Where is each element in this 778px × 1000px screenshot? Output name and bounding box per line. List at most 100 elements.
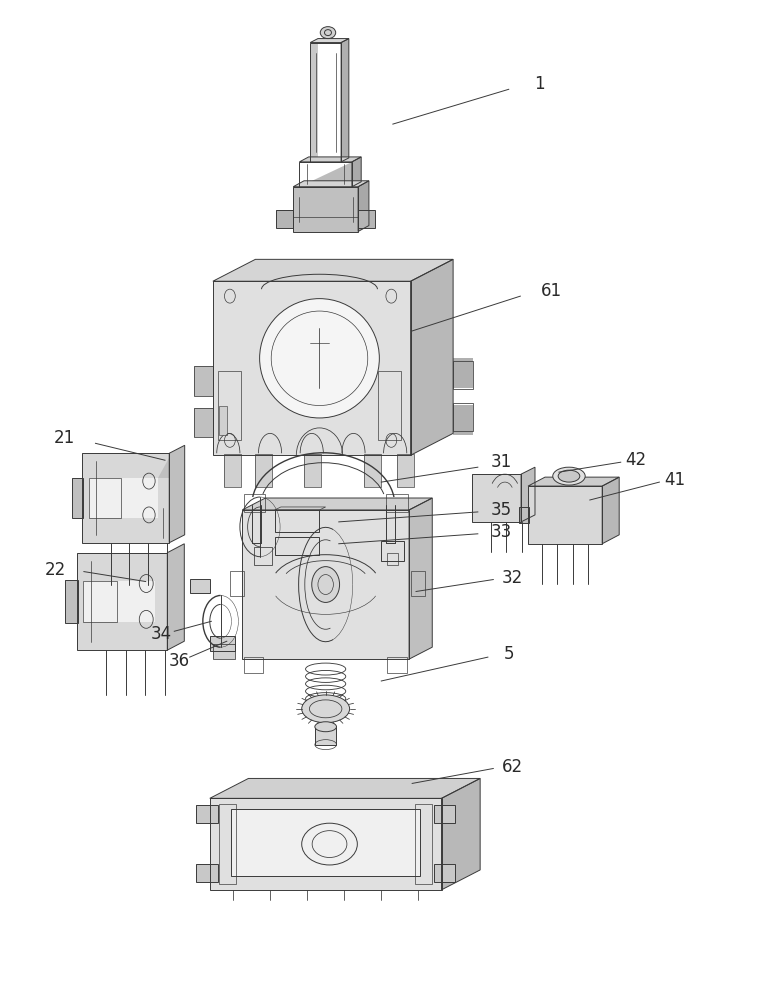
Polygon shape — [276, 210, 293, 228]
Bar — [453, 361, 473, 389]
Bar — [293, 187, 358, 232]
Polygon shape — [194, 408, 213, 437]
Polygon shape — [358, 210, 375, 228]
Bar — [194, 408, 213, 437]
Polygon shape — [300, 157, 361, 162]
Polygon shape — [472, 474, 521, 522]
Polygon shape — [242, 498, 433, 510]
Text: 33: 33 — [490, 523, 512, 541]
Bar — [72, 478, 83, 518]
Polygon shape — [196, 805, 218, 823]
Polygon shape — [409, 498, 433, 659]
Bar — [213, 644, 234, 659]
Bar — [225, 454, 241, 487]
Text: 5: 5 — [503, 645, 514, 663]
Bar — [230, 571, 244, 596]
Polygon shape — [72, 478, 82, 518]
Bar — [218, 371, 240, 440]
Polygon shape — [254, 549, 272, 565]
Bar — [210, 798, 442, 890]
Polygon shape — [358, 181, 369, 232]
Circle shape — [312, 567, 339, 602]
Bar — [219, 406, 226, 435]
Bar — [242, 510, 409, 659]
Text: 22: 22 — [44, 561, 66, 579]
Bar — [244, 494, 265, 512]
Polygon shape — [352, 157, 361, 187]
Polygon shape — [442, 778, 480, 890]
Polygon shape — [310, 39, 349, 162]
Polygon shape — [196, 864, 218, 882]
Bar — [386, 494, 408, 512]
Bar — [191, 579, 210, 593]
Text: 36: 36 — [168, 652, 190, 670]
Ellipse shape — [552, 467, 585, 485]
Bar — [254, 547, 272, 565]
Polygon shape — [210, 798, 442, 890]
Bar — [387, 657, 407, 673]
Polygon shape — [434, 805, 455, 823]
Bar — [275, 510, 320, 532]
Polygon shape — [275, 510, 320, 532]
Polygon shape — [434, 864, 455, 882]
Polygon shape — [213, 646, 234, 659]
Bar — [387, 553, 398, 565]
Polygon shape — [213, 281, 411, 455]
Bar — [519, 507, 529, 523]
Polygon shape — [300, 162, 352, 187]
Polygon shape — [528, 477, 619, 486]
Text: 21: 21 — [54, 429, 75, 447]
Bar — [411, 571, 425, 596]
Bar — [528, 486, 602, 544]
Text: 62: 62 — [502, 758, 523, 776]
Bar — [196, 864, 218, 882]
Text: 42: 42 — [626, 451, 647, 469]
Polygon shape — [453, 358, 473, 388]
Bar — [210, 636, 234, 651]
Text: 31: 31 — [490, 453, 512, 471]
Polygon shape — [65, 580, 77, 623]
Bar — [231, 809, 420, 876]
Bar — [381, 541, 405, 561]
Bar — [315, 726, 336, 745]
Polygon shape — [167, 544, 184, 650]
Text: 32: 32 — [502, 569, 524, 587]
Polygon shape — [191, 580, 210, 593]
Bar — [219, 804, 236, 884]
Bar — [82, 453, 170, 543]
Polygon shape — [170, 445, 184, 543]
Polygon shape — [528, 486, 602, 544]
Polygon shape — [453, 405, 473, 435]
Ellipse shape — [321, 27, 335, 39]
Bar — [397, 454, 414, 487]
Polygon shape — [275, 537, 320, 555]
Bar — [77, 553, 167, 650]
Polygon shape — [158, 458, 170, 478]
Bar — [364, 454, 381, 487]
Polygon shape — [411, 259, 453, 455]
Bar — [310, 43, 341, 162]
Polygon shape — [83, 581, 156, 622]
Ellipse shape — [302, 695, 349, 723]
Polygon shape — [255, 455, 272, 487]
Polygon shape — [89, 478, 158, 518]
Polygon shape — [397, 455, 414, 487]
Polygon shape — [210, 778, 480, 798]
Polygon shape — [310, 39, 349, 43]
Polygon shape — [364, 455, 381, 487]
Polygon shape — [521, 467, 535, 522]
Bar — [434, 805, 455, 823]
Polygon shape — [293, 187, 358, 232]
Bar — [453, 403, 473, 431]
Polygon shape — [213, 259, 453, 281]
Bar — [358, 210, 375, 228]
Text: 41: 41 — [664, 471, 685, 489]
Polygon shape — [602, 477, 619, 544]
Bar — [83, 581, 117, 622]
Polygon shape — [341, 39, 349, 162]
Bar — [194, 366, 213, 396]
Polygon shape — [77, 553, 167, 650]
Bar — [378, 371, 401, 440]
Bar — [255, 454, 272, 487]
Polygon shape — [225, 455, 241, 487]
